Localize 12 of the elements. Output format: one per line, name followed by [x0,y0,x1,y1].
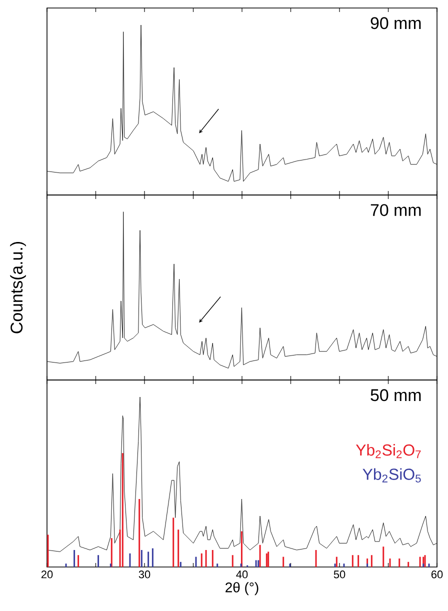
x-tick-label: 60 [431,570,443,578]
chart-title: 70 mm [370,204,421,216]
x-tick-label: 40 [236,570,248,578]
chart-title: 90 mm [370,17,421,30]
x-tick-label: 50 [334,570,346,578]
y-axis-title: Counts(a.u.) [10,242,26,334]
x-tick-label: 20 [41,570,53,578]
text: Yb$_{2}$SiO$_{5}$ [362,468,421,482]
x-axis-title: 2θ (°) [226,582,258,596]
x-tick-label: 30 [138,570,150,578]
chart-title: 50 mm [370,389,421,402]
text: Yb$_{2}$Si$_{2}$O$_{7}$ [356,444,421,458]
